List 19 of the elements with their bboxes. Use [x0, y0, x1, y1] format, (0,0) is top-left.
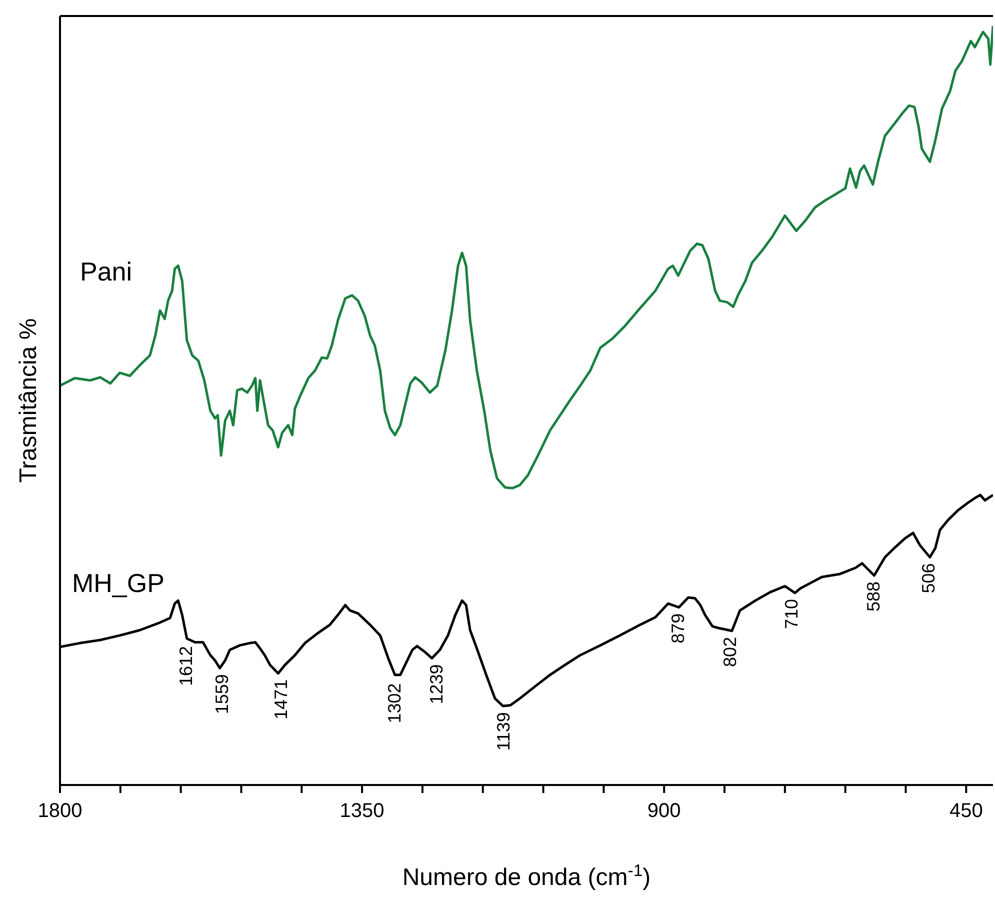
x-tick-label: 1350	[340, 800, 384, 822]
annotation: 1302	[384, 683, 404, 724]
annotation: 1612	[176, 646, 196, 686]
annotation: 588	[864, 581, 884, 612]
annotation: 879	[668, 613, 688, 644]
annotation: 506	[918, 563, 939, 594]
x-axis-title: Numero de onda (cm$^{-1}$)	[402, 860, 651, 891]
x-tick-label: 450	[949, 800, 983, 822]
annotation: 710	[782, 598, 802, 629]
x-tick-label: 900	[647, 800, 681, 822]
annotation: 1559	[212, 674, 232, 714]
annotation: 802	[720, 636, 740, 667]
annotation: 1471	[270, 679, 291, 720]
y-axis-title: Trasmitância %	[15, 318, 42, 483]
x-tick-label: 1800	[38, 800, 82, 822]
annotation: 1139	[494, 712, 514, 751]
series-label: MH_GP	[72, 568, 164, 598]
annotation: 1239	[426, 664, 447, 704]
series-label: Pani	[80, 256, 132, 287]
